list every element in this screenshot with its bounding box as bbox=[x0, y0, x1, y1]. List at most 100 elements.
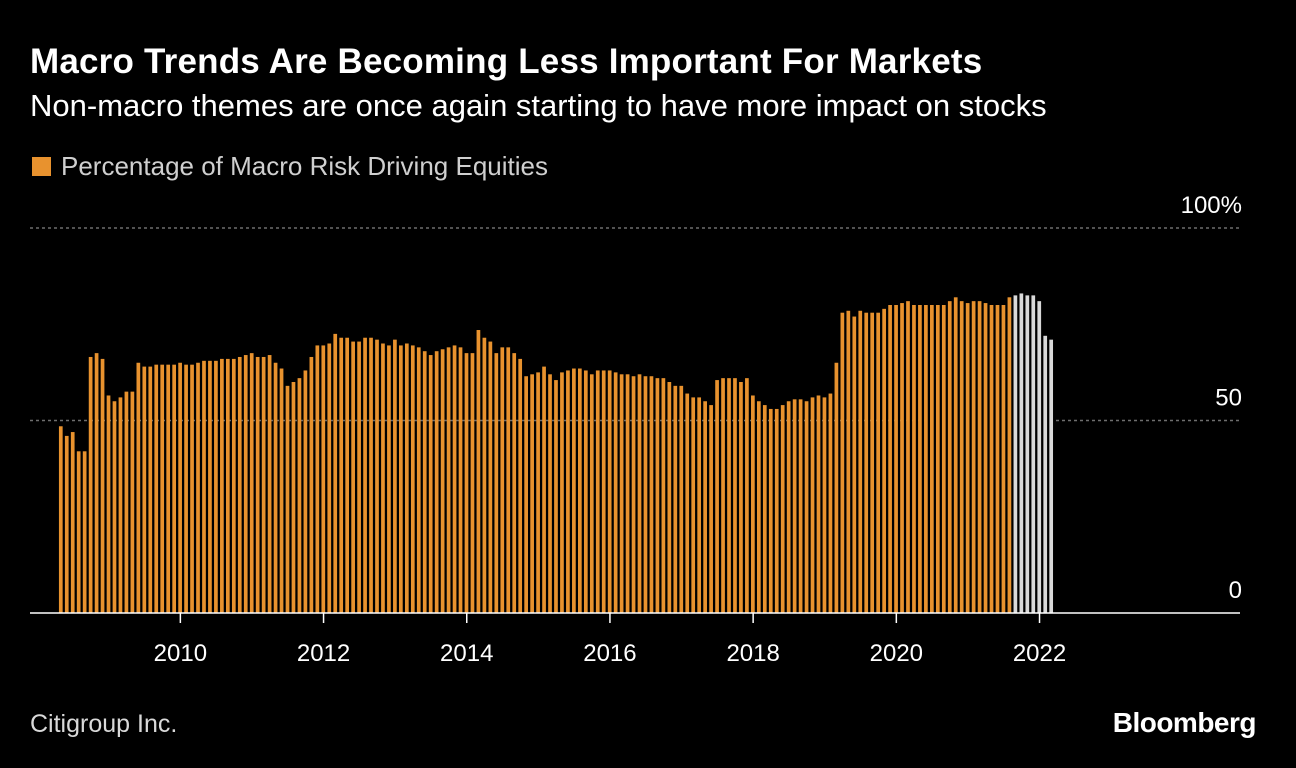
bar bbox=[888, 305, 892, 613]
bar bbox=[476, 330, 481, 613]
bar bbox=[882, 308, 886, 613]
bar bbox=[357, 341, 361, 613]
bar bbox=[202, 360, 206, 613]
bar bbox=[118, 397, 123, 613]
bar bbox=[148, 366, 153, 613]
bar bbox=[506, 347, 511, 613]
chart-subtitle: Non-macro themes are once again starting… bbox=[30, 88, 1047, 123]
bar bbox=[995, 305, 1000, 613]
bar bbox=[303, 370, 308, 613]
bar bbox=[834, 362, 839, 613]
bar bbox=[393, 339, 397, 613]
bar bbox=[488, 341, 493, 613]
bar bbox=[977, 301, 982, 613]
bar bbox=[70, 432, 75, 613]
bar bbox=[160, 364, 165, 613]
bar bbox=[828, 393, 833, 613]
bar bbox=[428, 355, 433, 613]
bar bbox=[542, 366, 546, 613]
bar bbox=[1031, 295, 1036, 614]
bar bbox=[906, 301, 910, 613]
bar bbox=[309, 356, 314, 613]
bar bbox=[625, 374, 630, 613]
bar bbox=[631, 376, 636, 613]
bar bbox=[536, 372, 540, 614]
bar bbox=[912, 305, 916, 613]
y-axis-labels: 0 50 100% bbox=[1181, 192, 1242, 604]
bar bbox=[876, 312, 881, 613]
bar bbox=[709, 405, 713, 613]
bar bbox=[267, 355, 272, 613]
bar bbox=[112, 401, 117, 613]
bar bbox=[106, 395, 111, 613]
bar bbox=[422, 351, 427, 613]
bar bbox=[870, 312, 875, 613]
bar bbox=[387, 345, 391, 613]
bars bbox=[58, 293, 1054, 614]
bar bbox=[918, 305, 922, 613]
bar bbox=[756, 401, 761, 613]
bar bbox=[500, 347, 505, 613]
x-tick-label: 2020 bbox=[870, 640, 923, 667]
bar bbox=[279, 368, 284, 613]
bar bbox=[315, 345, 320, 613]
bar bbox=[679, 385, 684, 613]
bar bbox=[416, 347, 421, 613]
bar bbox=[285, 385, 290, 613]
x-axis bbox=[30, 612, 1240, 623]
bar bbox=[327, 343, 332, 613]
bar bbox=[786, 401, 791, 613]
legend-label: Percentage of Macro Risk Driving Equitie… bbox=[61, 151, 548, 181]
bar bbox=[924, 305, 928, 613]
bar bbox=[1049, 339, 1054, 613]
bar bbox=[971, 301, 976, 613]
bar bbox=[798, 399, 803, 613]
bar bbox=[410, 345, 415, 613]
bar bbox=[894, 305, 898, 613]
bar bbox=[673, 385, 678, 613]
bar bbox=[381, 343, 385, 613]
bar bbox=[100, 358, 105, 613]
bar bbox=[446, 347, 451, 613]
bar bbox=[715, 380, 719, 613]
bar bbox=[989, 305, 994, 613]
bar bbox=[458, 347, 463, 613]
bar bbox=[494, 353, 499, 614]
bar bbox=[339, 337, 344, 613]
bar bbox=[452, 345, 457, 613]
bar bbox=[136, 362, 141, 613]
y-tick-label: 50 bbox=[1215, 385, 1242, 412]
bar bbox=[166, 364, 171, 613]
bar bbox=[691, 397, 696, 613]
bar bbox=[470, 353, 475, 614]
source-note: Citigroup Inc. bbox=[30, 710, 178, 738]
bar bbox=[404, 343, 409, 613]
bar bbox=[297, 378, 302, 613]
bar bbox=[530, 374, 534, 613]
bar bbox=[1037, 301, 1042, 613]
bar bbox=[369, 337, 373, 613]
bar bbox=[846, 310, 851, 613]
bar bbox=[745, 378, 749, 613]
bar bbox=[225, 358, 230, 613]
x-tick-label: 2022 bbox=[1013, 640, 1066, 667]
bar bbox=[739, 382, 743, 613]
bar bbox=[524, 376, 528, 613]
bar bbox=[959, 301, 964, 613]
x-tick-label: 2012 bbox=[297, 640, 350, 667]
bar bbox=[900, 303, 904, 613]
bar bbox=[727, 378, 731, 613]
bar bbox=[237, 356, 242, 613]
bloomberg-logo: Bloomberg bbox=[1112, 707, 1257, 738]
bar bbox=[220, 358, 224, 613]
x-tick-label: 2010 bbox=[154, 640, 207, 667]
bar bbox=[58, 426, 63, 613]
legend: Percentage of Macro Risk Driving Equitie… bbox=[32, 151, 548, 182]
bar bbox=[434, 351, 439, 613]
bar bbox=[351, 341, 355, 613]
bar bbox=[1001, 305, 1006, 613]
bar bbox=[578, 368, 582, 613]
bar bbox=[554, 380, 558, 613]
bar bbox=[751, 395, 755, 613]
